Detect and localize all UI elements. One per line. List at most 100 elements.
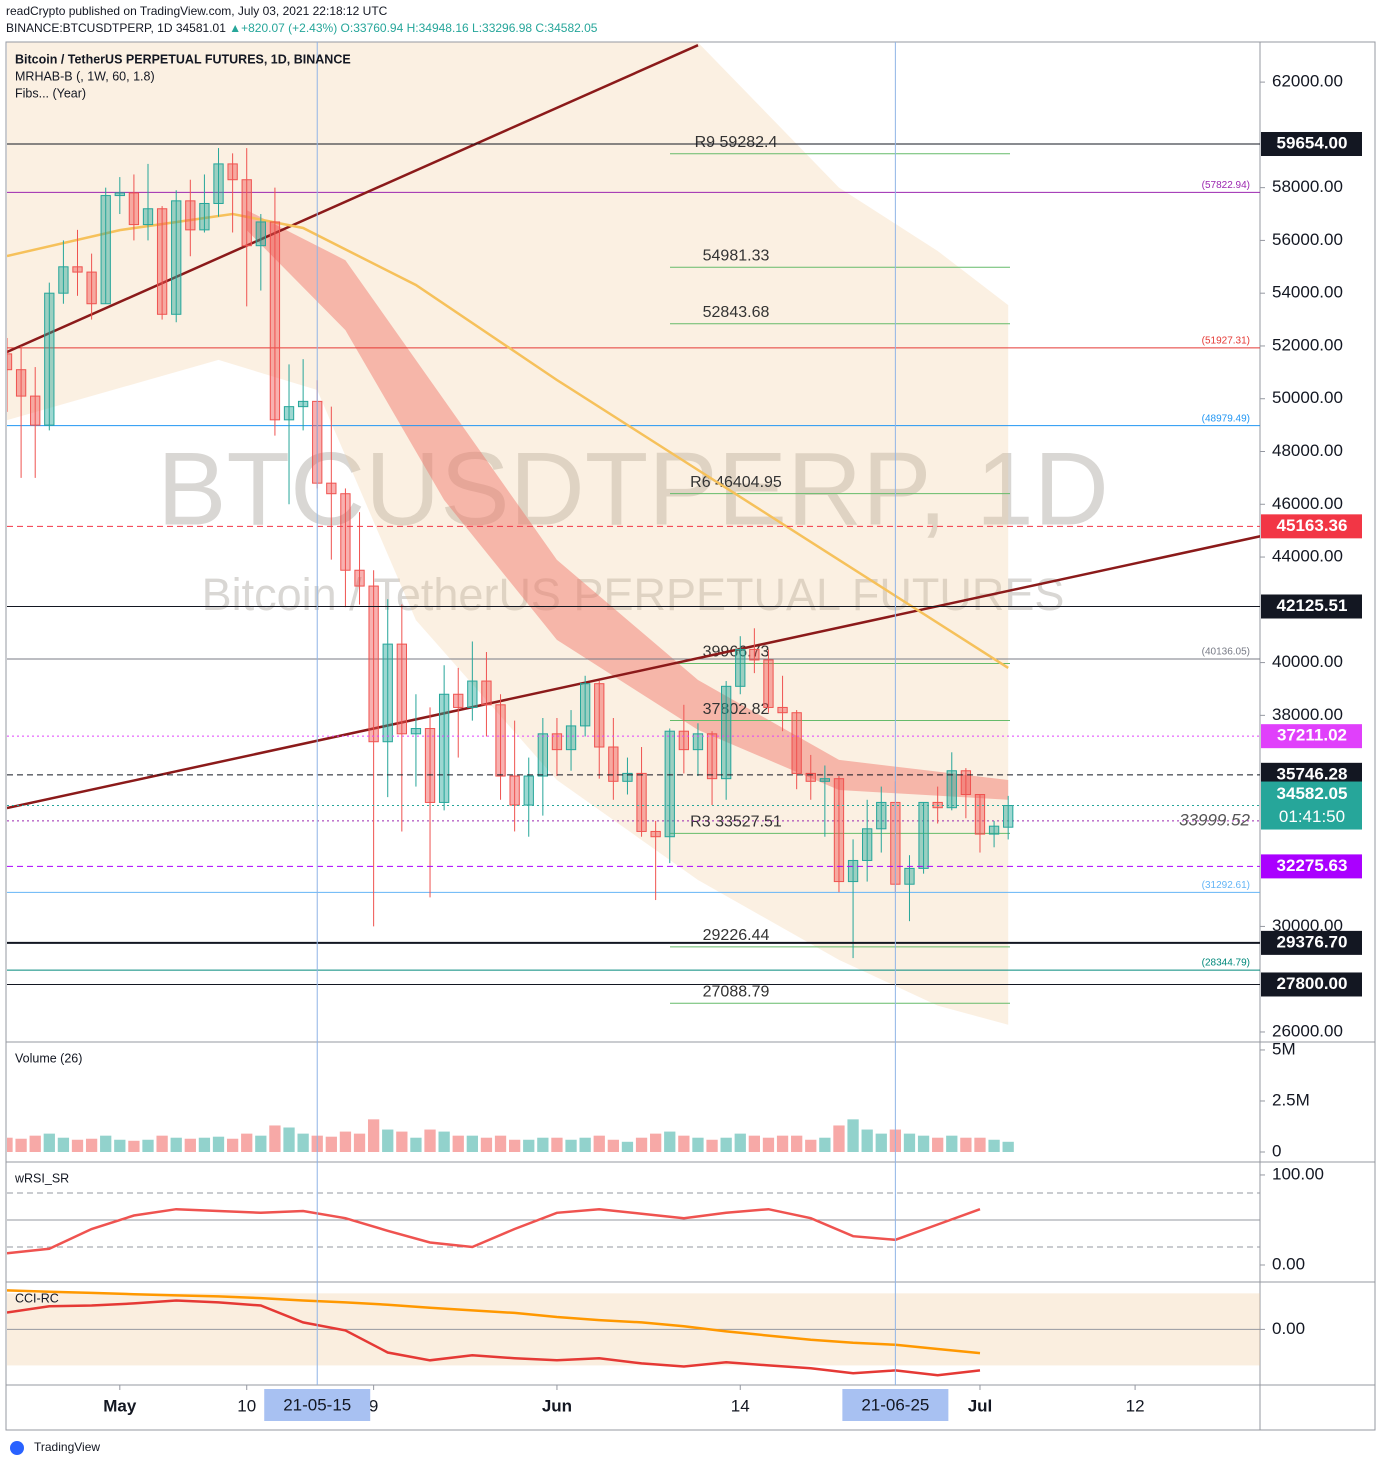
candle-body	[453, 693, 464, 708]
candle-body	[100, 195, 111, 305]
indicator-line	[7, 1299, 981, 1377]
fib-label: 54981.33	[703, 248, 770, 265]
candle-body	[862, 828, 873, 861]
candle-body	[537, 733, 548, 777]
y-tick-label: 2.5M	[1272, 1090, 1310, 1109]
volume-bar	[438, 1131, 450, 1152]
volume-bar	[650, 1133, 662, 1152]
volume-bar	[269, 1125, 281, 1152]
volume-bar	[29, 1135, 41, 1152]
volume-bar	[85, 1138, 98, 1152]
pane-title: wRSI_SR	[14, 1171, 69, 1185]
volume-bar	[791, 1135, 803, 1152]
volume-bar	[664, 1131, 676, 1152]
volume-bar	[156, 1135, 168, 1152]
candle-body	[86, 271, 97, 305]
candle-body	[918, 801, 929, 869]
candle-body	[579, 683, 591, 727]
volume-bar	[819, 1137, 831, 1152]
volume-bar	[452, 1135, 464, 1152]
volume-bar	[100, 1135, 112, 1152]
x-tick-label: May	[103, 1396, 137, 1415]
candle-body	[706, 733, 718, 780]
level-note: (31292.61)	[1202, 880, 1250, 891]
candle-body	[876, 801, 887, 830]
candle-body	[847, 859, 859, 883]
candle-body	[664, 730, 675, 838]
volume-bar	[382, 1129, 394, 1152]
price-label: 32275.63	[1277, 856, 1348, 875]
volume-bar	[593, 1135, 605, 1152]
volume-bar	[71, 1139, 84, 1152]
price-label: 59654.00	[1277, 133, 1348, 152]
candle-body	[114, 192, 125, 197]
x-tick-label: 14	[731, 1396, 750, 1415]
volume-bar	[988, 1139, 1000, 1152]
candle-body	[622, 772, 633, 782]
candle-body	[1003, 805, 1014, 828]
candle-body	[495, 704, 506, 777]
change-arrow: ▲	[229, 21, 241, 35]
volume-bar	[114, 1139, 126, 1152]
candle-body	[974, 794, 986, 835]
close: C:34582.05	[535, 21, 597, 35]
candle-body	[7, 353, 13, 371]
volume-bar	[43, 1133, 55, 1152]
volume-bar	[396, 1131, 408, 1152]
quote-line: BINANCE:BTCUSDTPERP, 1D 34581.01 ▲+820.0…	[6, 21, 598, 35]
y-tick-label: 58000.00	[1272, 177, 1343, 196]
volume-bar	[7, 1137, 13, 1152]
candle-body	[565, 725, 577, 751]
volume-bar	[367, 1119, 380, 1152]
volume-bar	[128, 1140, 140, 1152]
price-label-box	[1261, 854, 1362, 879]
candle-body	[594, 683, 605, 748]
y-tick-label: 100.00	[1272, 1164, 1324, 1183]
candle-body	[805, 772, 816, 782]
candle-body	[551, 733, 563, 751]
band	[246, 210, 1009, 800]
volume-bar	[762, 1137, 775, 1152]
x-tick-label: 9	[369, 1396, 378, 1415]
level-note: (28344.79)	[1202, 958, 1250, 969]
fib-label: 29226.44	[703, 927, 770, 944]
volume-bar	[537, 1137, 549, 1152]
candle-body	[241, 179, 252, 247]
legend-entry: MRHAB-B (, 1W, 60, 1.8)	[15, 69, 155, 83]
volume-bar	[424, 1129, 436, 1152]
y-tick-label: 0	[1272, 1141, 1281, 1160]
volume-bar	[734, 1133, 746, 1152]
price-label-box	[1261, 514, 1362, 539]
candle-body	[30, 395, 41, 426]
volume-bar	[932, 1137, 944, 1152]
y-tick-label: 26000.00	[1272, 1021, 1343, 1040]
candle-body	[382, 643, 393, 743]
y-tick-label: 62000.00	[1272, 72, 1343, 91]
candle-body	[692, 733, 704, 751]
y-tick-label: 0.00	[1272, 1319, 1305, 1338]
fib-label: R3 33527.51	[690, 814, 782, 831]
band	[7, 42, 1009, 1025]
footer-logo: TradingView	[34, 1440, 100, 1454]
legend-entry: Bitcoin / TetherUS PERPETUAL FUTURES, 1D…	[15, 52, 351, 66]
price-label: 35746.28	[1277, 764, 1348, 783]
volume-bar	[15, 1138, 27, 1152]
volume-bar	[635, 1137, 648, 1152]
price-label: 42125.51	[1277, 596, 1348, 615]
volume-bar	[255, 1135, 267, 1152]
level-note: (51927.31)	[1202, 336, 1250, 347]
candle-body	[72, 266, 83, 273]
volume-bar	[621, 1141, 634, 1152]
candle-body	[354, 569, 365, 587]
candle-body	[326, 482, 337, 495]
y-tick-label: 44000.00	[1272, 547, 1343, 566]
x-tick-label: 10	[237, 1396, 256, 1415]
indicator-line	[7, 1207, 981, 1255]
x-tick-label: 12	[1126, 1396, 1145, 1415]
volume-bar	[57, 1137, 70, 1152]
price-label: 45163.36	[1277, 516, 1348, 535]
candle-body	[833, 778, 845, 883]
legend-entry: Fibs... (Year)	[15, 86, 86, 100]
